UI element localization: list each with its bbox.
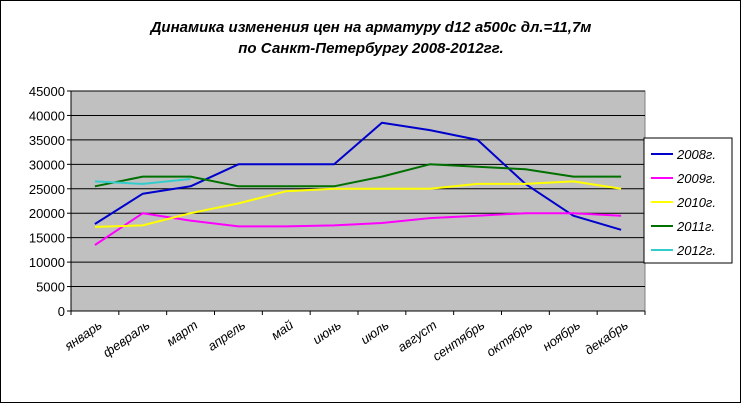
x-tick-label: июнь	[310, 317, 344, 347]
x-tick-label: декабрь	[582, 317, 631, 358]
legend: 2008г. 2009г. 2010г. 2011г. 2012г.	[643, 137, 733, 264]
x-tick-label: сентябрь	[430, 317, 488, 364]
chart-title-line-2: по Санкт-Петербургу 2008-2012гг.	[238, 40, 504, 57]
legend-label: 2009г.	[676, 171, 716, 186]
y-tick-label: 5000	[36, 280, 65, 295]
series-line-0	[94, 121, 622, 231]
chart-title: Динамика изменения цен на арматуру d12 а…	[71, 17, 671, 59]
legend-label: 2010г.	[676, 195, 716, 210]
y-tick-label: 15000	[29, 231, 65, 246]
x-tick-label: октябрь	[484, 317, 536, 360]
legend-box	[643, 137, 733, 264]
y-tick-label: 10000	[29, 255, 65, 270]
x-tick-label: май	[268, 317, 296, 343]
series-lines	[94, 121, 622, 246]
y-tick-label: 0	[58, 304, 65, 319]
y-tick-label: 25000	[29, 182, 65, 197]
y-tick-label: 35000	[29, 133, 65, 148]
series-line-4	[94, 178, 191, 185]
series-line-1	[94, 212, 622, 246]
plot-area	[70, 90, 646, 312]
x-tick-label: февраль	[100, 317, 153, 360]
y-tick-label: 30000	[29, 157, 65, 172]
gridlines	[71, 90, 645, 288]
y-tick-label: 40000	[29, 108, 65, 123]
series-line-3	[94, 163, 622, 188]
legend-label: 2011г.	[676, 219, 715, 234]
legend-label: 2012г.	[676, 243, 716, 258]
x-tick-label: март	[164, 317, 201, 349]
y-axis-ticks: 0 5000 10000 15000 20000 25000 30000 35000 40000…	[29, 84, 71, 319]
x-tick-label: июль	[358, 317, 392, 347]
chart-title-line-1: Динамика изменения цен на арматуру d12 а…	[150, 19, 592, 36]
x-tick-label: январь	[61, 317, 105, 354]
series-line-2	[94, 180, 622, 228]
legend-label: 2008г.	[676, 147, 716, 162]
y-tick-label: 45000	[29, 84, 65, 99]
x-tick-label: ноябрь	[540, 317, 583, 354]
y-tick-label: 20000	[29, 206, 65, 221]
x-tick-label: апрель	[205, 317, 248, 354]
